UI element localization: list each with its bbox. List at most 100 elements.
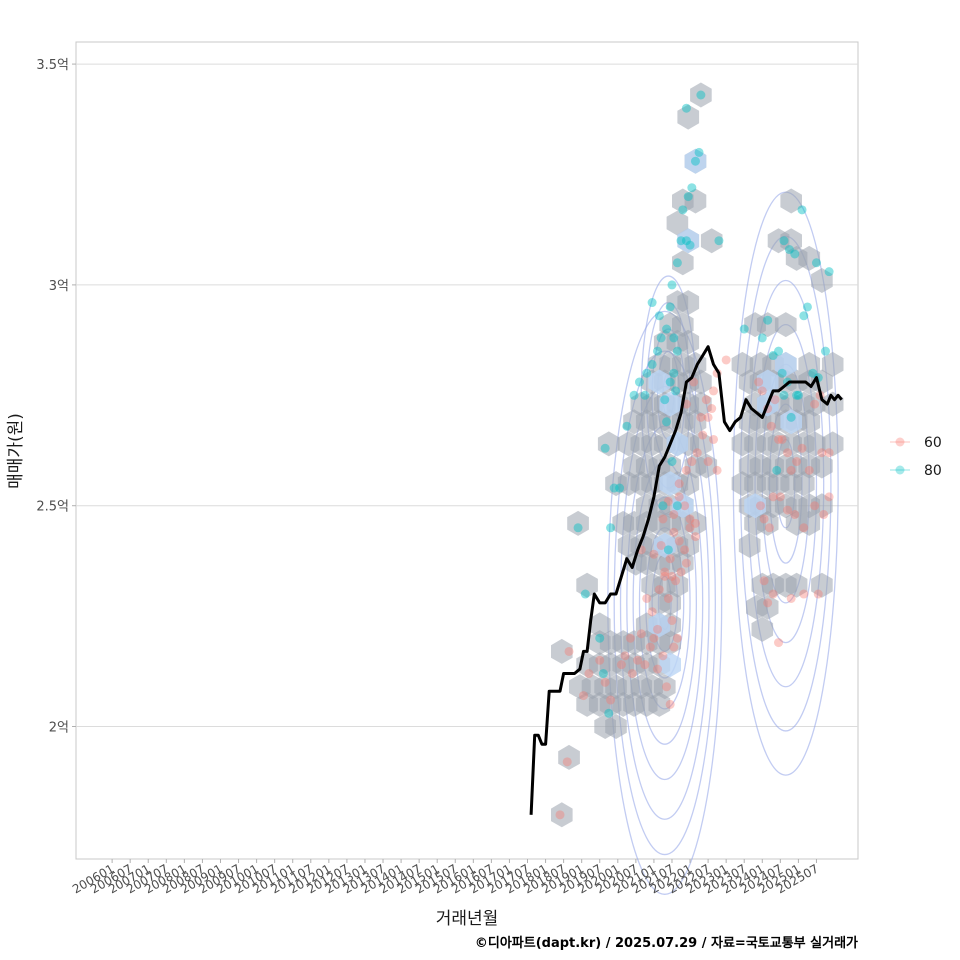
hexbin-cell bbox=[684, 510, 707, 536]
point-60 bbox=[578, 691, 588, 701]
point-80 bbox=[678, 205, 688, 215]
point-60 bbox=[672, 633, 682, 643]
point-80 bbox=[681, 236, 691, 246]
hexbin-cell bbox=[605, 714, 627, 739]
hexbin-cell bbox=[588, 612, 611, 638]
point-60 bbox=[709, 434, 719, 444]
point-60 bbox=[703, 457, 713, 467]
point-80 bbox=[808, 368, 818, 378]
hexbin-cell bbox=[672, 250, 694, 276]
hexbin-cell bbox=[811, 268, 833, 293]
hexbin-cell bbox=[756, 312, 779, 338]
point-60 bbox=[709, 386, 719, 396]
scatter-points bbox=[555, 90, 834, 820]
point-60 bbox=[647, 607, 657, 617]
point-80 bbox=[811, 258, 821, 268]
point-80 bbox=[606, 523, 616, 533]
point-60 bbox=[667, 616, 677, 626]
point-60 bbox=[783, 505, 793, 515]
point-80 bbox=[600, 443, 610, 453]
point-80 bbox=[654, 311, 664, 321]
moving-average-line bbox=[529, 345, 843, 815]
hexbin-cell bbox=[567, 510, 589, 536]
point-60 bbox=[701, 395, 711, 405]
point-80 bbox=[786, 412, 796, 422]
hexbin-cell bbox=[597, 431, 620, 457]
hexbin-cell-highlight bbox=[659, 652, 681, 678]
point-80 bbox=[609, 483, 619, 493]
point-60 bbox=[660, 571, 670, 581]
point-60 bbox=[660, 567, 670, 577]
point-60 bbox=[658, 651, 668, 661]
point-60 bbox=[783, 448, 793, 458]
point-60 bbox=[669, 510, 679, 520]
point-60 bbox=[620, 651, 630, 661]
hexbin-cell bbox=[551, 638, 573, 664]
point-80 bbox=[595, 633, 605, 643]
hexbin-cell-highlight bbox=[756, 369, 779, 395]
point-60 bbox=[653, 624, 663, 634]
point-60 bbox=[824, 448, 834, 458]
hexbin-cell bbox=[738, 532, 761, 558]
point-80 bbox=[662, 417, 672, 427]
point-80 bbox=[665, 377, 675, 387]
hexbin-cell-highlight bbox=[684, 148, 707, 174]
hexbin-cell bbox=[751, 616, 774, 642]
point-80 bbox=[672, 346, 682, 356]
point-60 bbox=[663, 593, 673, 603]
point-80 bbox=[598, 669, 608, 679]
point-80 bbox=[790, 249, 800, 259]
point-60 bbox=[759, 514, 769, 524]
point-80 bbox=[820, 346, 830, 356]
point-60 bbox=[721, 355, 731, 365]
point-60 bbox=[775, 492, 785, 502]
point-80 bbox=[777, 368, 787, 378]
point-60 bbox=[763, 598, 773, 608]
hexbin-cell bbox=[798, 409, 821, 435]
point-80 bbox=[667, 457, 677, 467]
legend-label-80: 80 bbox=[924, 463, 942, 479]
moving-average-path bbox=[529, 345, 843, 815]
hexbin-cell bbox=[677, 329, 700, 355]
point-60 bbox=[662, 682, 672, 692]
point-60 bbox=[696, 412, 706, 422]
hexbin-cell bbox=[821, 431, 844, 457]
point-80 bbox=[768, 351, 778, 361]
point-60 bbox=[669, 642, 679, 652]
point-80 bbox=[772, 465, 782, 475]
point-60 bbox=[627, 669, 637, 679]
point-60 bbox=[786, 593, 796, 603]
hexbin-cell bbox=[677, 471, 700, 497]
hexbin-cell-highlight bbox=[648, 612, 671, 638]
hexbin-cell-highlight bbox=[672, 493, 694, 519]
hexbin-cell bbox=[672, 550, 694, 576]
hexbin-cell bbox=[558, 744, 580, 770]
point-60 bbox=[616, 660, 626, 670]
point-60 bbox=[817, 448, 827, 458]
hexbin-cell bbox=[684, 188, 707, 214]
point-60 bbox=[564, 646, 574, 656]
point-80 bbox=[669, 333, 679, 343]
point-60 bbox=[674, 536, 684, 546]
point-80 bbox=[660, 395, 670, 405]
legend-key-80-dot bbox=[895, 465, 905, 475]
point-80 bbox=[647, 298, 657, 308]
plot-panel bbox=[75, 41, 859, 860]
point-60 bbox=[770, 395, 780, 405]
point-80 bbox=[784, 245, 794, 255]
point-80 bbox=[792, 390, 802, 400]
point-60 bbox=[799, 523, 809, 533]
point-60 bbox=[792, 457, 802, 467]
point-60 bbox=[681, 558, 691, 568]
point-60 bbox=[768, 492, 778, 502]
point-60 bbox=[633, 655, 643, 665]
y-tick-label: 3억 bbox=[49, 279, 69, 294]
point-60 bbox=[819, 510, 829, 520]
point-80 bbox=[774, 346, 784, 356]
density-contour bbox=[607, 310, 723, 895]
hexbin-cell bbox=[648, 691, 671, 717]
point-80 bbox=[647, 359, 657, 369]
point-80 bbox=[763, 315, 773, 325]
point-80 bbox=[683, 192, 693, 202]
source-caption: ©디아파트(dapt.kr) / 2025.07.29 / 자료=국토교통부 실… bbox=[475, 935, 858, 951]
